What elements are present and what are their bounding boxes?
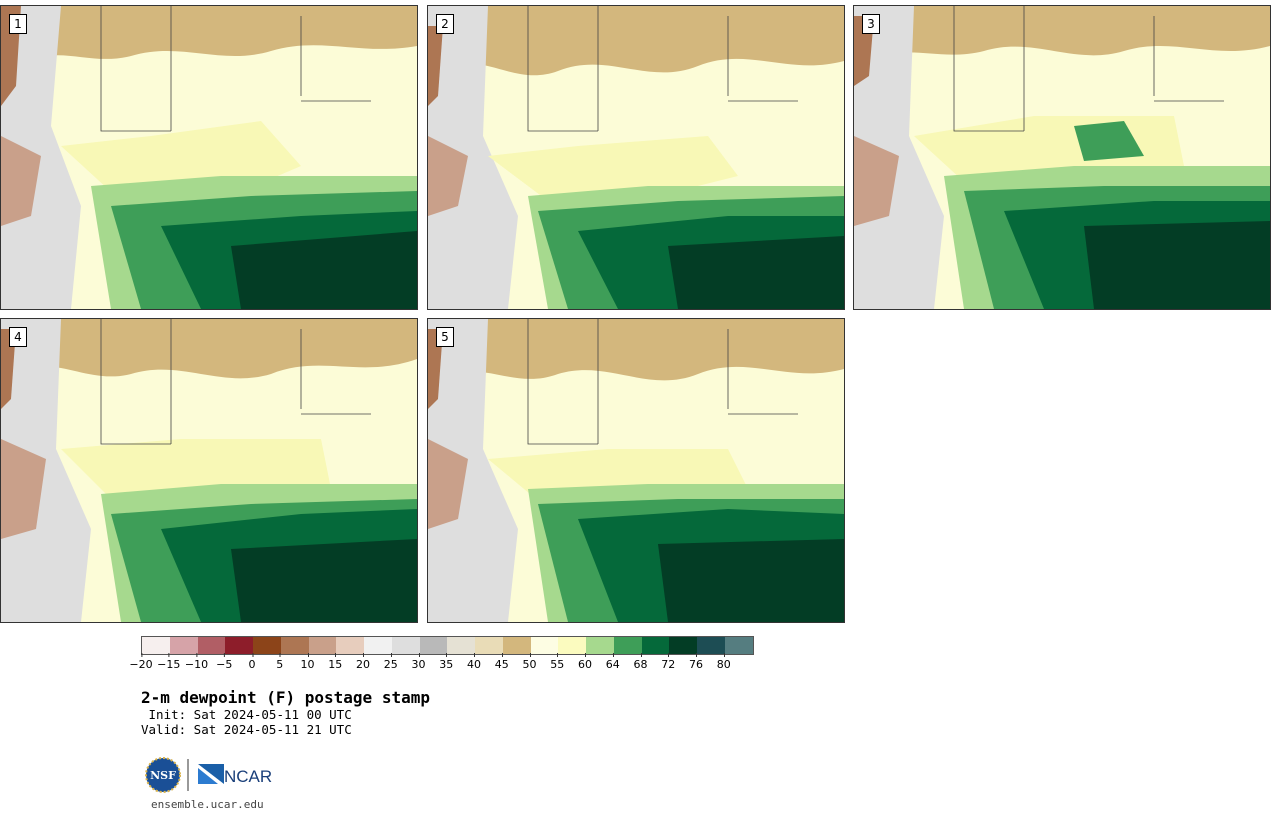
- colorbar-swatch: [613, 637, 642, 654]
- colorbar-tick-label: 55: [550, 653, 564, 671]
- colorbar-swatch: [475, 637, 503, 654]
- nsf-text: NSF: [150, 769, 176, 782]
- colorbar-ticks: −20 −15 −10 −5 0 5 10 15 20 25 30 35 40 45 50 55 60 64 68 7…: [129, 653, 756, 674]
- colorbar-swatch: [586, 637, 614, 654]
- colorbar-swatch: [308, 637, 337, 654]
- colorbar-swatch: [669, 637, 697, 654]
- colorbar-swatch: [447, 637, 475, 654]
- colorbar-swatch: [225, 637, 253, 654]
- colorbar-tick-label: 72: [661, 653, 675, 671]
- colorbar-swatch: [641, 637, 670, 654]
- colorbar-swatch: [364, 637, 392, 654]
- nsf-logo-icon: [146, 758, 180, 792]
- member-number: 1: [9, 14, 27, 34]
- colorbar-tick-label: −10: [185, 653, 208, 671]
- member-number: 4: [9, 327, 27, 347]
- ncar-text: NCAR: [224, 767, 272, 786]
- colorbar-swatch: [530, 637, 559, 654]
- colorbar-swatch: [391, 637, 420, 654]
- member-panel-5[interactable]: 5: [427, 318, 845, 623]
- colorbar-tick-label: 76: [689, 653, 703, 671]
- colorbar-tick-label: −20: [129, 653, 153, 671]
- site-url: ensemble.ucar.edu: [151, 798, 264, 811]
- colorbar-swatch: [419, 637, 448, 654]
- logos: NSF NCAR: [144, 756, 274, 794]
- colorbar-tick-label: −5: [216, 653, 232, 671]
- member-number: 5: [436, 327, 454, 347]
- member-number: 2: [436, 14, 454, 34]
- member-panel-2[interactable]: 2: [427, 5, 845, 310]
- colorbar-tick-label: 30: [412, 653, 426, 671]
- dewpoint-map: [1, 319, 417, 622]
- colorbar-tick-label: 25: [384, 653, 398, 671]
- colorbar-tick-label: 35: [439, 653, 453, 671]
- init-time: Init: Sat 2024-05-11 00 UTC: [141, 707, 352, 722]
- ncar-logo-icon: [198, 764, 224, 784]
- colorbar-tick-label: 68: [634, 653, 648, 671]
- colorbar-tick-label: 64: [606, 653, 620, 671]
- colorbar-swatch: [336, 637, 364, 654]
- colorbar-swatch: [502, 637, 531, 654]
- member-panel-4[interactable]: 4: [0, 318, 418, 623]
- colorbar-tick-label: 45: [495, 653, 509, 671]
- colorbar-tick-label: 80: [717, 653, 731, 671]
- colorbar-swatch: [697, 637, 725, 654]
- colorbar-swatch: [253, 637, 281, 654]
- member-panel-1[interactable]: 1: [0, 5, 418, 310]
- colorbar-tick-label: 5: [276, 653, 283, 671]
- colorbar-tick-label: −15: [157, 653, 180, 671]
- map-title: 2-m dewpoint (F) postage stamp: [141, 688, 430, 707]
- colorbar-tick-label: 0: [249, 653, 256, 671]
- colorbar-swatch: [142, 637, 170, 654]
- member-number: 3: [862, 14, 880, 34]
- colorbar-tick-label: 60: [578, 653, 592, 671]
- colorbar-tick-label: 10: [301, 653, 315, 671]
- colorbar-tick-label: 15: [328, 653, 342, 671]
- dewpoint-map: [428, 6, 844, 309]
- colorbar-swatch: [280, 637, 309, 654]
- colorbar-swatch: [558, 637, 586, 654]
- valid-time: Valid: Sat 2024-05-11 21 UTC: [141, 722, 352, 737]
- colorbar-swatch: [197, 637, 226, 654]
- member-panel-3[interactable]: 3: [853, 5, 1271, 310]
- colorbar-swatch: [169, 637, 198, 654]
- colorbar-tick-label: 50: [523, 653, 537, 671]
- nsf-ncar-logo: NSF NCAR: [145, 757, 272, 793]
- dewpoint-map: [428, 319, 844, 622]
- colorbar-tick-label: 20: [356, 653, 370, 671]
- colorbar: [141, 636, 754, 655]
- dewpoint-map: [854, 6, 1270, 309]
- colorbar-swatch: [724, 637, 753, 654]
- colorbar-tick-label: 40: [467, 653, 481, 671]
- dewpoint-map: [1, 6, 417, 309]
